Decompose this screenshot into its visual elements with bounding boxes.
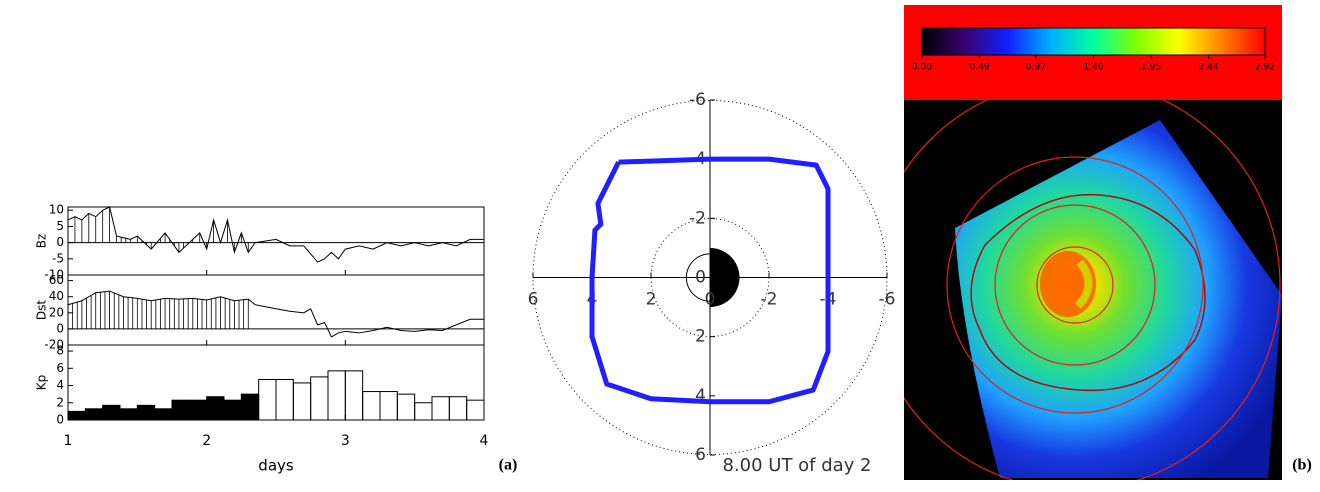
ring (904, 100, 1281, 480)
y-tick-label: -20 (44, 338, 64, 352)
y-axis-label: Dst (35, 300, 49, 320)
x-axis-label: days (258, 457, 294, 475)
y-tick-label: 20 (49, 305, 64, 319)
y-tick-label: 0 (56, 321, 64, 335)
heatmap-notch (1074, 259, 1093, 309)
y-tick-label: 40 (49, 289, 64, 303)
bar (119, 408, 138, 421)
y-tick-label: 0 (695, 268, 706, 288)
bar (448, 396, 468, 421)
bar (154, 408, 173, 421)
bar (275, 378, 294, 421)
y-tick-label: -2 (689, 208, 706, 228)
ring (946, 156, 1204, 414)
y-tick-label: 8 (56, 344, 64, 358)
y-tick-label: 2 (695, 327, 706, 347)
bar (240, 393, 260, 421)
y-tick-label: -6 (689, 90, 706, 110)
x-tick-label: 2 (646, 290, 657, 310)
bar (292, 382, 312, 421)
ring (1036, 246, 1114, 324)
y-tick-label: 6 (695, 445, 706, 465)
y-tick-label: 10 (49, 203, 64, 217)
bar (223, 399, 242, 421)
bar (431, 396, 450, 421)
series-line (67, 206, 256, 255)
series-line (67, 290, 256, 306)
colorbar-tick-label: 2.92 (1255, 63, 1275, 73)
colorbar-tick-label: 0.97 (1026, 63, 1046, 73)
bar (327, 370, 346, 421)
bar (84, 408, 104, 421)
bar (206, 396, 225, 421)
bar (102, 404, 121, 421)
bar (310, 376, 329, 421)
y-tick-label: 0 (56, 235, 64, 249)
bar (379, 391, 398, 421)
colorbar-tick-label: 2.44 (1199, 63, 1219, 73)
caption: 8.00 UT of day 2 (722, 455, 871, 476)
y-tick-label: -10 (44, 268, 64, 282)
bar (396, 393, 416, 421)
series-line (255, 238, 484, 263)
frame (67, 344, 485, 421)
x-tick-label: 3 (341, 433, 350, 449)
x-tick-label: -6 (879, 290, 896, 310)
y-tick-label: 2 (56, 395, 64, 409)
colorbar (921, 27, 1266, 56)
bar (466, 399, 485, 421)
y-tick-label: 6 (56, 361, 64, 375)
y-tick-label: 4 (56, 378, 64, 392)
boundary-curve (589, 156, 831, 405)
bar (136, 404, 156, 421)
x-tick-label: 1 (64, 433, 73, 449)
frame (67, 274, 485, 346)
y-axis-label: Kp (35, 375, 49, 391)
bar (188, 399, 208, 421)
panel-label: (a) (499, 457, 518, 474)
y-tick-label: 0 (56, 413, 64, 427)
colorbar-tick-label: 1.46 (1083, 63, 1103, 73)
ring (994, 204, 1156, 366)
colorbar-tick-label: 0.49 (970, 63, 990, 73)
image-panel (904, 5, 1282, 480)
panel-label: (b) (1292, 457, 1312, 474)
y-tick-label: 5 (56, 219, 64, 233)
colorbar-tick-label: 1.95 (1141, 63, 1161, 73)
bar (258, 378, 277, 421)
y-axis-label: Bz (35, 234, 49, 249)
x-tick-label: 6 (528, 290, 539, 310)
x-tick-label: 2 (202, 433, 211, 449)
y-tick-label: 60 (49, 273, 64, 287)
x-tick-label: 0 (705, 290, 716, 310)
bar (67, 410, 86, 421)
series-line (255, 304, 484, 338)
bar (171, 399, 190, 421)
range-rings (904, 100, 1281, 480)
contour (970, 193, 1206, 392)
y-tick-label: -5 (52, 251, 64, 265)
y-tick-label: 4 (695, 386, 706, 406)
x-tick-label: -2 (761, 290, 778, 310)
colorbar-tick-label: 0.00 (912, 63, 932, 73)
x-tick-label: 4 (480, 433, 489, 449)
bar (362, 391, 381, 421)
bar (344, 370, 364, 421)
bar (414, 402, 433, 421)
